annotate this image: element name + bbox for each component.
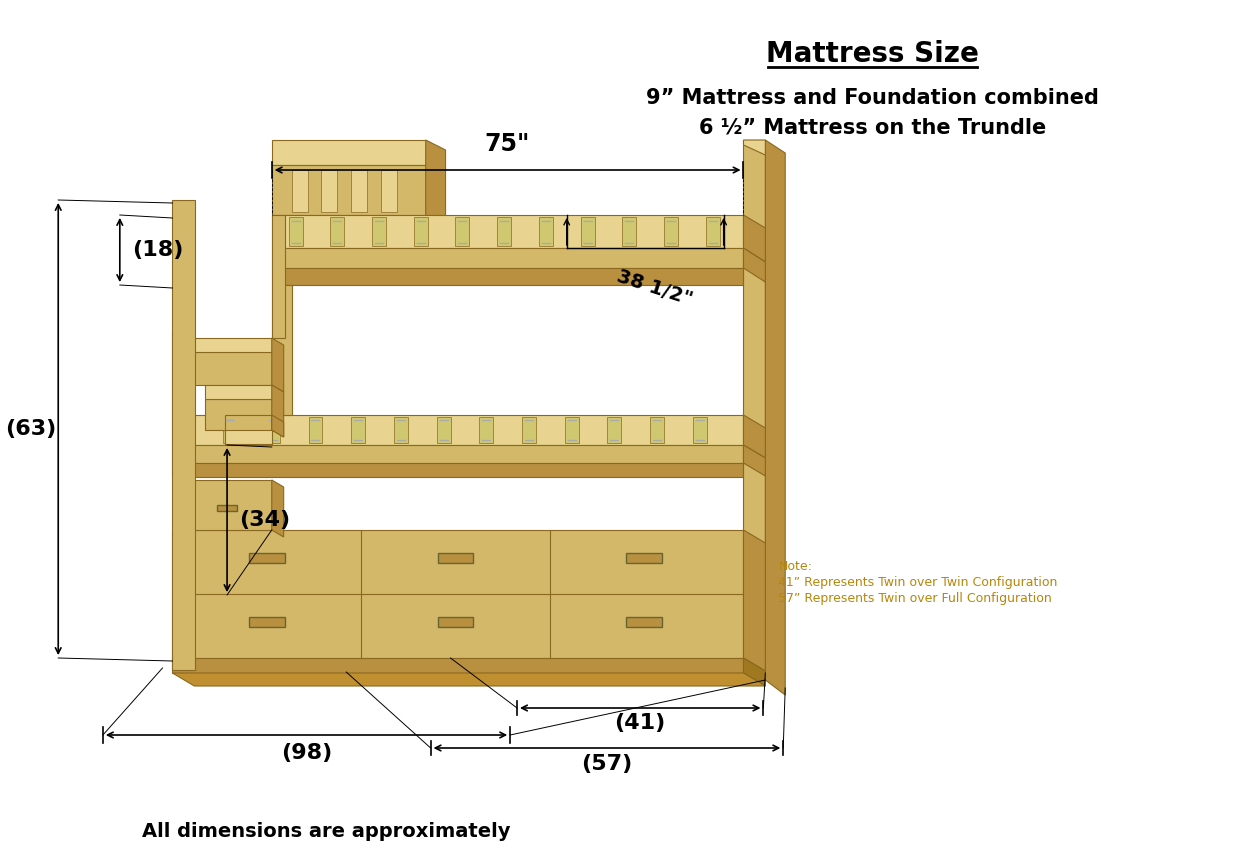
- Polygon shape: [743, 658, 766, 686]
- Polygon shape: [626, 553, 662, 563]
- Polygon shape: [289, 217, 302, 246]
- Polygon shape: [172, 463, 743, 477]
- Polygon shape: [272, 248, 743, 268]
- Text: (98): (98): [281, 743, 332, 763]
- Polygon shape: [272, 140, 426, 165]
- Polygon shape: [172, 415, 743, 445]
- Polygon shape: [743, 248, 766, 282]
- Polygon shape: [172, 200, 195, 670]
- Polygon shape: [565, 417, 578, 443]
- Polygon shape: [182, 480, 272, 530]
- Polygon shape: [581, 217, 595, 246]
- Polygon shape: [381, 170, 397, 212]
- Polygon shape: [172, 445, 743, 463]
- Text: 9” Mattress and Foundation combined: 9” Mattress and Foundation combined: [646, 88, 1099, 108]
- Polygon shape: [372, 217, 386, 246]
- Polygon shape: [743, 530, 766, 671]
- Polygon shape: [522, 417, 536, 443]
- Polygon shape: [272, 480, 284, 537]
- Polygon shape: [266, 417, 280, 443]
- Text: (63): (63): [5, 419, 56, 439]
- Polygon shape: [205, 385, 272, 399]
- Text: (57): (57): [581, 754, 632, 774]
- Polygon shape: [172, 673, 766, 686]
- Polygon shape: [272, 215, 285, 338]
- Polygon shape: [272, 338, 284, 392]
- Polygon shape: [225, 415, 272, 444]
- Polygon shape: [272, 165, 426, 215]
- Polygon shape: [651, 417, 664, 443]
- Polygon shape: [205, 399, 272, 430]
- Text: All dimensions are approximately: All dimensions are approximately: [142, 822, 511, 841]
- Text: 41” Represents Twin over Twin Configuration: 41” Represents Twin over Twin Configurat…: [778, 576, 1058, 589]
- Polygon shape: [351, 170, 367, 212]
- Polygon shape: [437, 553, 473, 563]
- Polygon shape: [743, 445, 766, 476]
- Polygon shape: [622, 217, 636, 246]
- Text: 75": 75": [485, 132, 530, 156]
- Polygon shape: [321, 170, 337, 212]
- Polygon shape: [172, 530, 743, 658]
- Polygon shape: [249, 553, 285, 563]
- Polygon shape: [743, 215, 766, 262]
- Polygon shape: [309, 417, 322, 443]
- Text: Mattress Size: Mattress Size: [766, 40, 979, 68]
- Text: (34): (34): [239, 510, 290, 530]
- Polygon shape: [626, 617, 662, 627]
- Text: Note:: Note:: [778, 560, 812, 573]
- Polygon shape: [172, 330, 192, 415]
- Polygon shape: [249, 617, 285, 627]
- Polygon shape: [272, 215, 743, 248]
- Text: 38 1/2": 38 1/2": [615, 267, 694, 309]
- Polygon shape: [497, 217, 511, 246]
- Polygon shape: [437, 617, 473, 627]
- Text: 6 ½” Mattress on the Trundle: 6 ½” Mattress on the Trundle: [699, 118, 1047, 138]
- Polygon shape: [693, 417, 707, 443]
- Polygon shape: [743, 140, 766, 680]
- Polygon shape: [272, 415, 284, 437]
- Polygon shape: [706, 217, 719, 246]
- Text: (41): (41): [615, 713, 666, 733]
- Polygon shape: [413, 217, 427, 246]
- Polygon shape: [743, 415, 766, 458]
- Polygon shape: [182, 352, 272, 385]
- Polygon shape: [217, 505, 237, 511]
- Text: 57” Represents Twin over Full Configuration: 57” Represents Twin over Full Configurat…: [778, 592, 1052, 605]
- Polygon shape: [225, 430, 272, 444]
- Polygon shape: [351, 417, 365, 443]
- Polygon shape: [480, 417, 493, 443]
- Polygon shape: [393, 417, 408, 443]
- Polygon shape: [607, 417, 621, 443]
- Polygon shape: [182, 338, 272, 352]
- Polygon shape: [180, 417, 195, 443]
- Polygon shape: [426, 140, 446, 225]
- Polygon shape: [272, 268, 743, 285]
- Polygon shape: [538, 217, 553, 246]
- Polygon shape: [224, 417, 237, 443]
- Polygon shape: [437, 417, 451, 443]
- Polygon shape: [664, 217, 678, 246]
- Polygon shape: [330, 217, 345, 246]
- Polygon shape: [272, 385, 284, 437]
- Polygon shape: [456, 217, 470, 246]
- Text: (18): (18): [131, 240, 184, 260]
- Polygon shape: [291, 170, 307, 212]
- Polygon shape: [172, 658, 743, 673]
- Polygon shape: [766, 140, 786, 695]
- Polygon shape: [743, 140, 766, 155]
- Polygon shape: [272, 285, 291, 415]
